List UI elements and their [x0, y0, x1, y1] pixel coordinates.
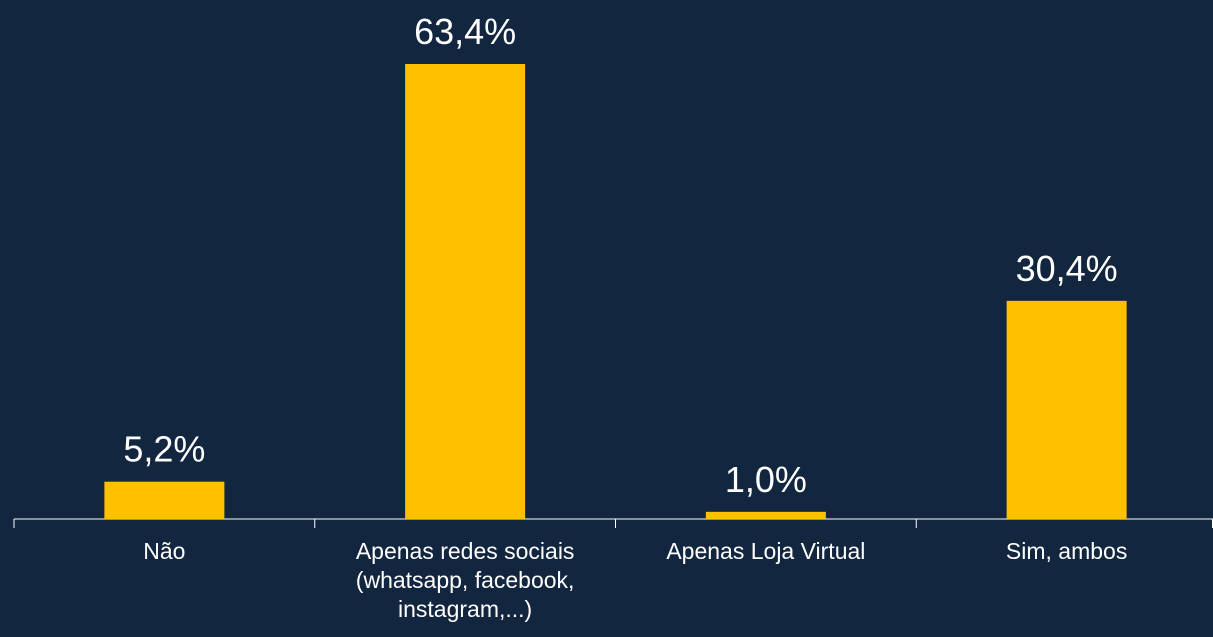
x-tick-label: Sim, ambos [1005, 538, 1128, 564]
bar [104, 481, 225, 519]
x-tick-label-box: Não [143, 538, 186, 564]
value-label: 1,0% [725, 459, 807, 500]
value-label: 63,4% [414, 11, 516, 52]
bar [705, 511, 826, 519]
value-label: 30,4% [1016, 248, 1118, 289]
x-tick-label-box: Apenas Loja Virtual [666, 538, 866, 564]
value-label: 5,2% [123, 429, 205, 470]
bar [405, 64, 526, 519]
x-tick-label-box: Sim, ambos [1005, 538, 1128, 564]
bar [1006, 300, 1127, 519]
x-tick-label: Apenas Loja Virtual [666, 538, 866, 564]
x-tick-label: Apenas redes sociais (whatsapp, facebook… [355, 538, 575, 622]
x-tick-label: Não [143, 538, 186, 564]
x-tick-label-box: Apenas redes sociais (whatsapp, facebook… [355, 538, 575, 622]
